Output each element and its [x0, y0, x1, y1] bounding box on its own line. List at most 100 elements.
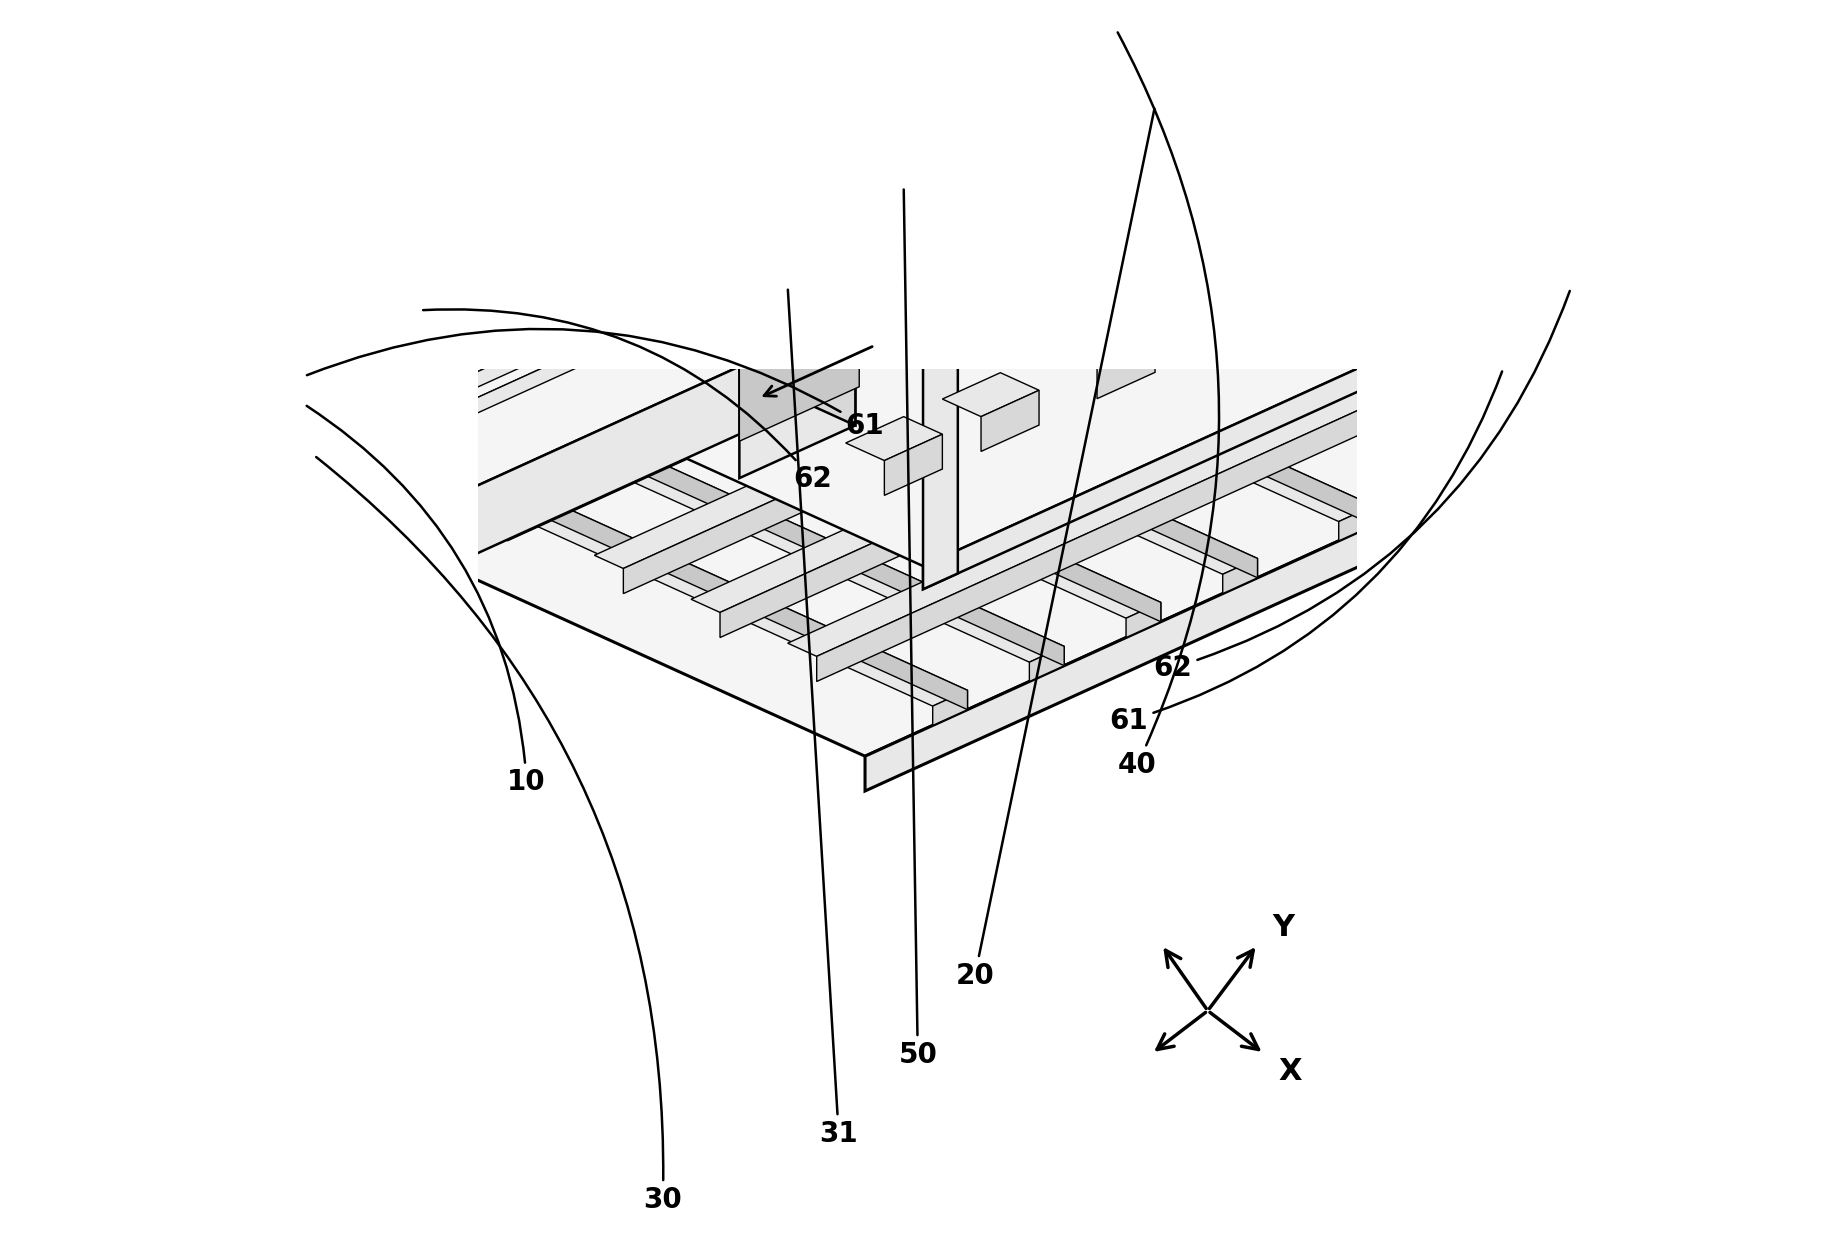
Polygon shape: [1541, 0, 1583, 361]
Polygon shape: [1029, 646, 1064, 681]
Polygon shape: [836, 66, 1606, 416]
Polygon shape: [1029, 226, 1084, 266]
Polygon shape: [0, 235, 663, 584]
Polygon shape: [1455, 453, 1490, 488]
Polygon shape: [1449, 0, 1464, 202]
Polygon shape: [0, 225, 628, 574]
Polygon shape: [661, 60, 1084, 251]
Polygon shape: [871, 66, 1606, 419]
Polygon shape: [489, 225, 1258, 574]
Polygon shape: [0, 205, 595, 549]
Polygon shape: [498, 0, 1523, 314]
Polygon shape: [1097, 100, 1523, 317]
Polygon shape: [1178, 72, 1464, 202]
Text: 62: 62: [423, 310, 832, 493]
Polygon shape: [922, 0, 1345, 132]
Polygon shape: [720, 119, 1490, 469]
Polygon shape: [986, 14, 1721, 367]
Polygon shape: [0, 216, 788, 683]
Text: 62: 62: [1154, 291, 1571, 681]
Text: 61: 61: [1110, 372, 1503, 735]
Polygon shape: [836, 0, 1258, 172]
Text: 31: 31: [788, 290, 858, 1148]
Polygon shape: [933, 690, 968, 725]
Polygon shape: [1078, 36, 1106, 75]
Polygon shape: [0, 235, 698, 579]
Polygon shape: [738, 310, 860, 442]
Polygon shape: [233, 357, 968, 710]
Polygon shape: [661, 152, 952, 307]
Polygon shape: [749, 20, 1170, 211]
Text: X: X: [1279, 1057, 1302, 1086]
Text: 61: 61: [307, 329, 884, 441]
Polygon shape: [266, 36, 1106, 419]
Polygon shape: [294, 312, 1064, 663]
Polygon shape: [1407, 186, 1435, 225]
Text: 40: 40: [1117, 32, 1220, 779]
Polygon shape: [198, 357, 968, 706]
Polygon shape: [1126, 603, 1161, 638]
Polygon shape: [788, 275, 1629, 656]
Polygon shape: [1058, 319, 1155, 364]
Polygon shape: [884, 434, 942, 495]
Polygon shape: [382, 90, 1223, 472]
Polygon shape: [1290, 107, 1345, 147]
Polygon shape: [922, 293, 1523, 589]
Text: 50: 50: [898, 190, 937, 1068]
Polygon shape: [738, 218, 856, 426]
Text: Y: Y: [1273, 912, 1295, 942]
Polygon shape: [639, 172, 1374, 525]
Polygon shape: [0, 245, 733, 589]
Polygon shape: [507, 147, 1319, 540]
Polygon shape: [845, 417, 942, 461]
Polygon shape: [478, 134, 1319, 515]
Polygon shape: [1010, 0, 1431, 92]
Polygon shape: [817, 287, 1629, 681]
Polygon shape: [683, 161, 1001, 306]
Polygon shape: [942, 266, 996, 306]
Polygon shape: [294, 50, 1106, 444]
Polygon shape: [411, 102, 1223, 497]
Polygon shape: [0, 205, 560, 554]
Polygon shape: [806, 287, 895, 336]
Polygon shape: [1097, 0, 1519, 54]
Polygon shape: [1464, 29, 1519, 69]
Polygon shape: [0, 195, 560, 539]
Polygon shape: [1571, 401, 1606, 436]
Polygon shape: [623, 218, 856, 323]
Polygon shape: [0, 246, 698, 595]
Polygon shape: [1097, 337, 1155, 398]
Polygon shape: [942, 373, 1040, 417]
Polygon shape: [468, 64, 759, 220]
Polygon shape: [691, 230, 1532, 613]
Polygon shape: [329, 312, 1064, 665]
Polygon shape: [33, 266, 768, 615]
Polygon shape: [1082, 69, 1558, 285]
Polygon shape: [490, 74, 806, 218]
Polygon shape: [426, 268, 1161, 622]
Polygon shape: [922, 42, 1523, 343]
Text: 30: 30: [316, 457, 682, 1213]
Polygon shape: [1001, 0, 1043, 115]
Polygon shape: [586, 117, 904, 262]
Polygon shape: [0, 215, 595, 564]
Polygon shape: [44, 344, 788, 750]
Polygon shape: [1378, 69, 1431, 109]
Polygon shape: [755, 119, 1490, 472]
Polygon shape: [1203, 147, 1258, 187]
Polygon shape: [1686, 347, 1721, 383]
Polygon shape: [538, 96, 856, 240]
Polygon shape: [441, 51, 759, 196]
Polygon shape: [623, 200, 1435, 594]
Polygon shape: [797, 326, 817, 336]
Polygon shape: [720, 243, 1532, 638]
Polygon shape: [11, 255, 768, 599]
Polygon shape: [1135, 0, 1837, 334]
Polygon shape: [711, 149, 1020, 338]
Polygon shape: [1223, 558, 1258, 594]
Polygon shape: [566, 109, 856, 263]
Polygon shape: [516, 86, 806, 241]
Polygon shape: [1503, 230, 1532, 268]
Polygon shape: [1290, 134, 1319, 172]
Polygon shape: [575, 99, 996, 291]
